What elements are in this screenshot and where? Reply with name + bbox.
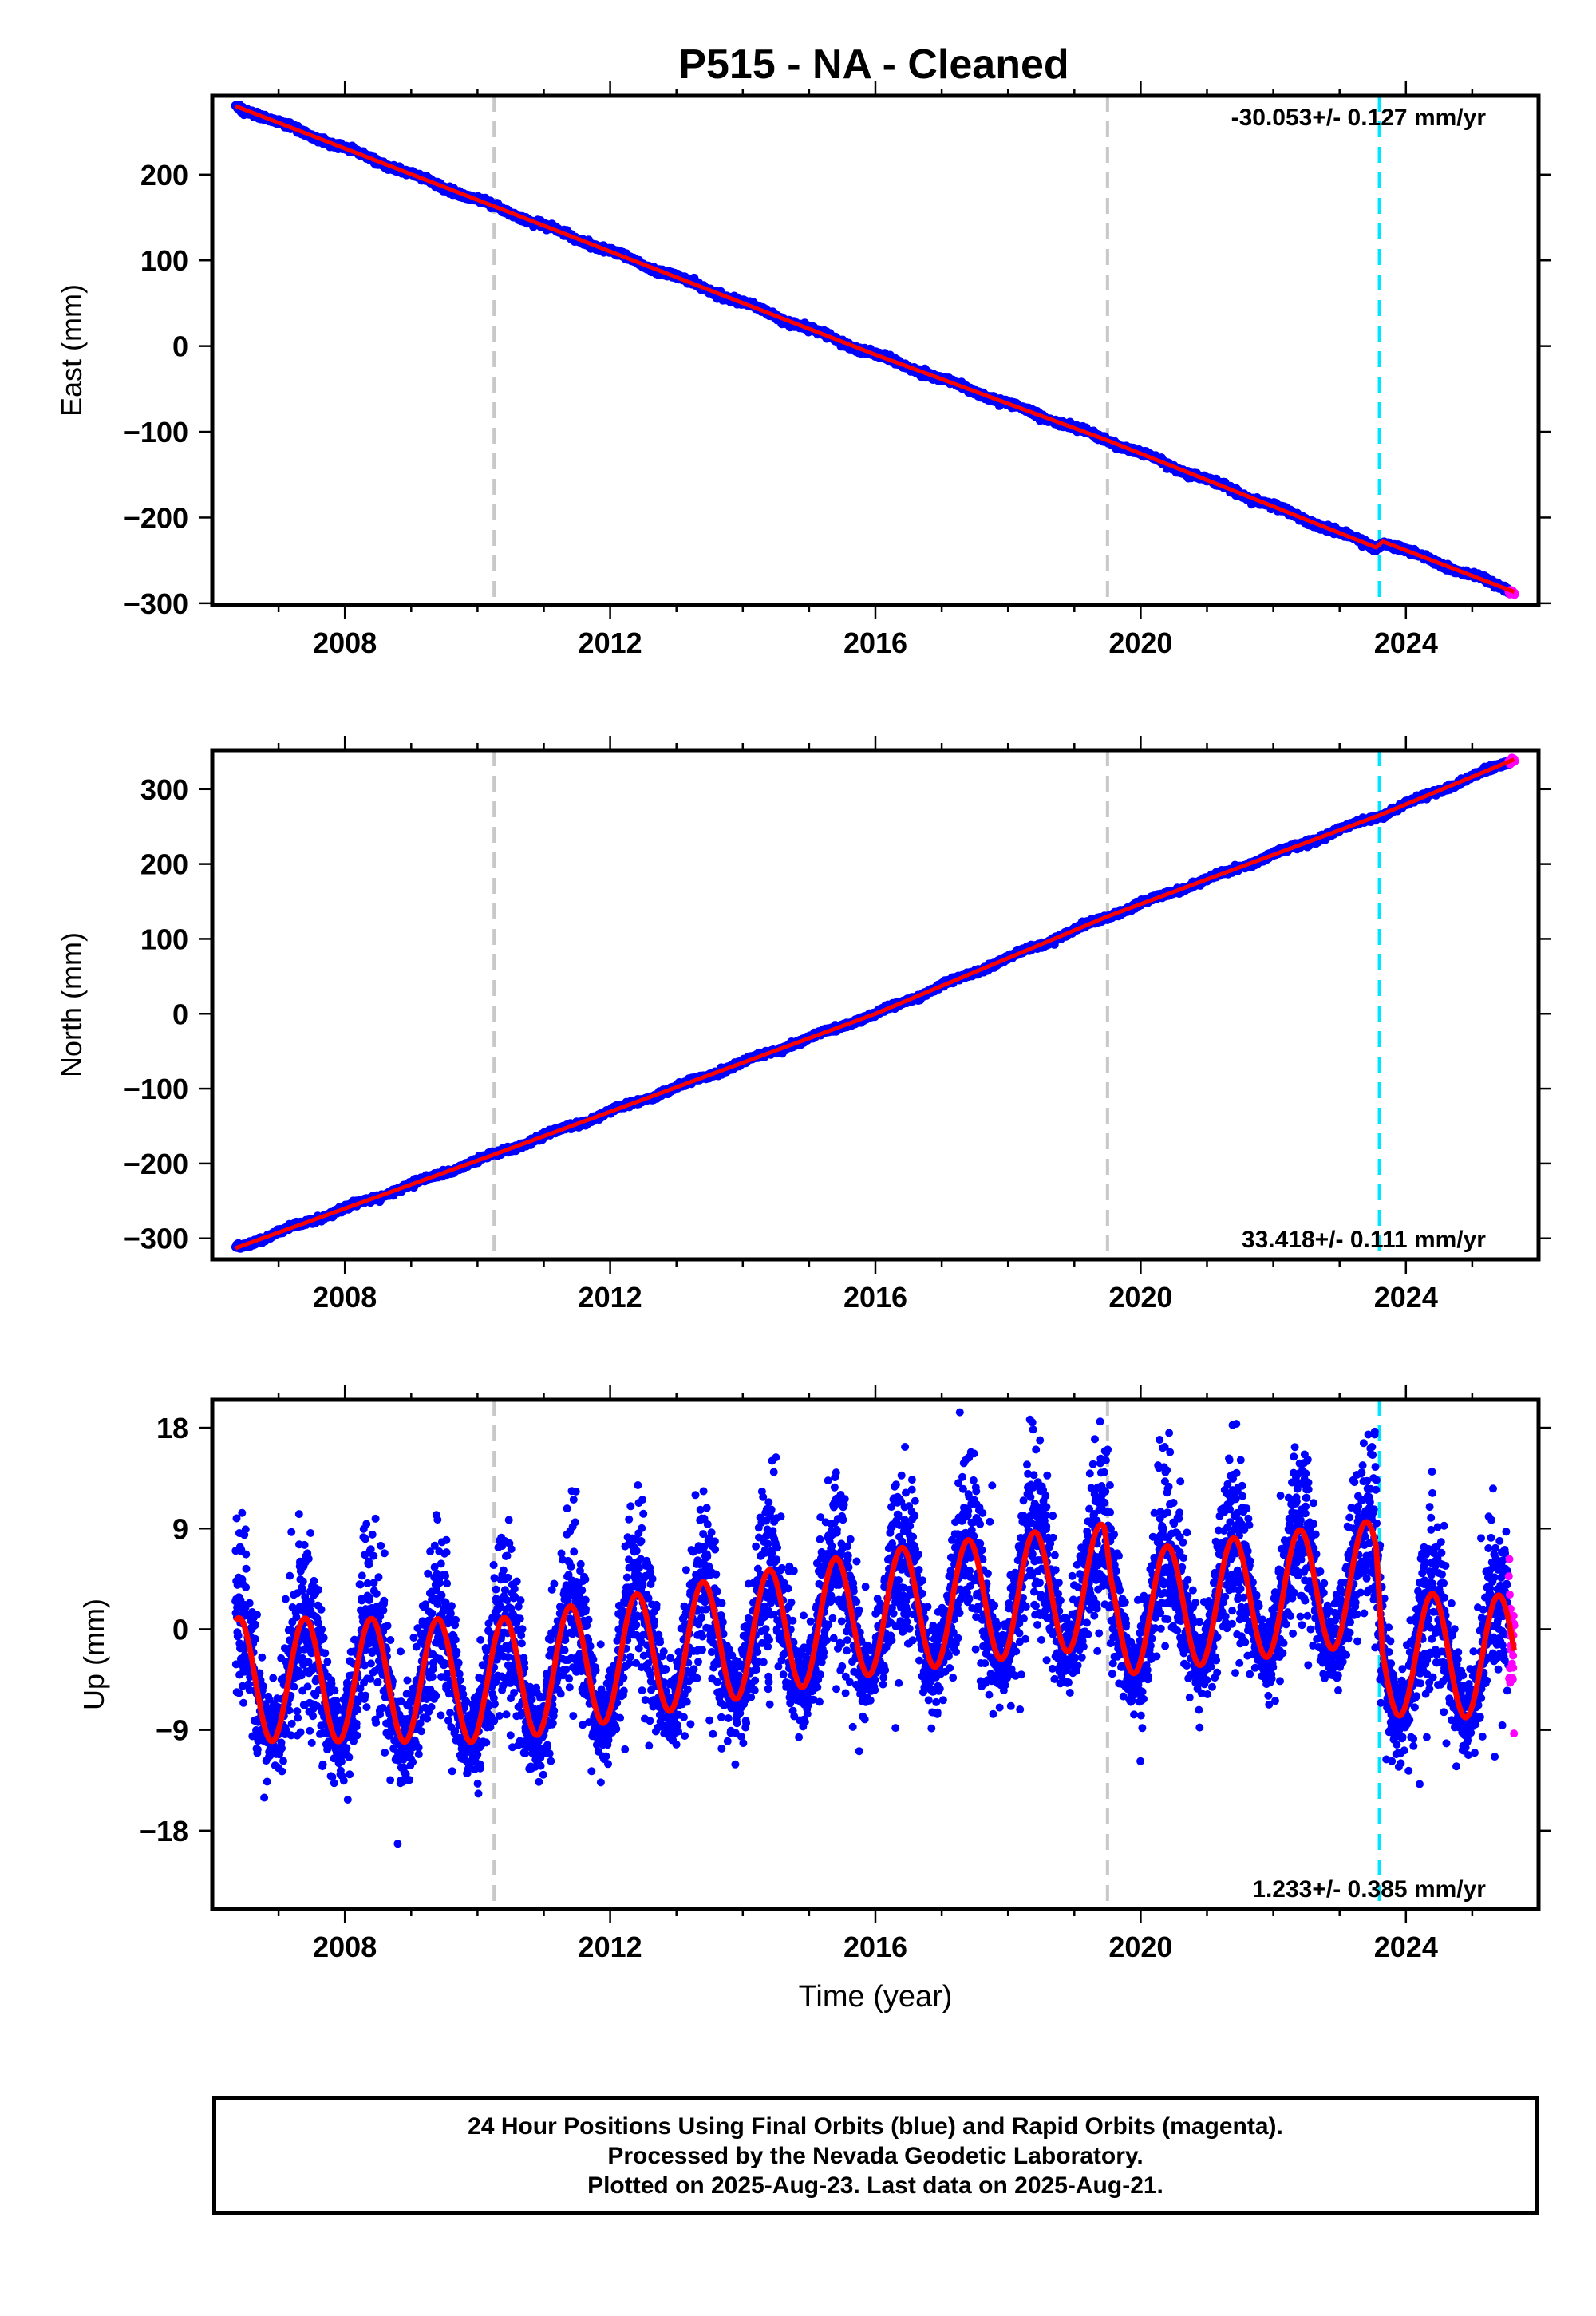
up-y-tick-label: 0 bbox=[172, 1613, 188, 1646]
east-panel: 2008 2012 2016 2020 2024 200 100 0 −100 −200 −300 E… bbox=[55, 81, 1551, 659]
east-x-tick-label: 2012 bbox=[579, 626, 642, 659]
up-y-axis-label: Up (mm) bbox=[77, 1599, 110, 1710]
north-y-tick-label: 100 bbox=[140, 923, 188, 955]
north-x-tick-label: 2024 bbox=[1374, 1281, 1438, 1314]
up-plot-area bbox=[231, 1400, 1519, 1909]
up-y-tick-label: −18 bbox=[140, 1815, 188, 1848]
up-x-tick-label: 2020 bbox=[1108, 1931, 1172, 1963]
x-axis-label: Time (year) bbox=[799, 1980, 953, 2014]
up-x-tick-label: 2008 bbox=[313, 1931, 377, 1963]
up-y-tick-label: −9 bbox=[156, 1714, 188, 1747]
north-rate-label: 33.418+/- 0.111 mm/yr bbox=[1242, 1227, 1486, 1253]
north-y-tick-label: −100 bbox=[124, 1073, 188, 1105]
north-y-tick-label: 200 bbox=[140, 848, 188, 881]
north-y-tick-label: 0 bbox=[172, 998, 188, 1030]
up-y-tick-label: 18 bbox=[156, 1412, 188, 1445]
east-y-tick-label: 100 bbox=[140, 244, 188, 277]
up-x-tick-label: 2024 bbox=[1374, 1931, 1438, 1963]
north-panel: 2008 2012 2016 2020 2024 300 200 100 0 −100 −200 −3… bbox=[55, 736, 1551, 1314]
north-x-tick-label: 2008 bbox=[313, 1281, 377, 1314]
east-y-tick-label: −200 bbox=[124, 501, 188, 534]
up-x-tick-label: 2016 bbox=[843, 1931, 907, 1963]
east-x-tick-label: 2016 bbox=[843, 626, 907, 659]
east-plot-area bbox=[231, 96, 1519, 605]
north-plot-frame bbox=[210, 748, 1541, 1262]
up-y-tick-label: 9 bbox=[172, 1512, 188, 1545]
up-plot-frame bbox=[210, 1397, 1541, 1911]
footer-line-1: 24 Hour Positions Using Final Orbits (bl… bbox=[468, 2112, 1283, 2140]
north-y-tick-label: −300 bbox=[124, 1223, 188, 1255]
footer-box: 24 Hour Positions Using Final Orbits (bl… bbox=[212, 2096, 1539, 2215]
east-y-axis-label: East (mm) bbox=[55, 284, 88, 417]
east-y-tick-label: 0 bbox=[172, 330, 188, 363]
east-final-orbit-points bbox=[231, 101, 1514, 598]
east-plot-frame bbox=[210, 93, 1541, 607]
footer-line-2: Processed by the Nevada Geodetic Laborat… bbox=[607, 2142, 1144, 2169]
north-y-tick-label: −200 bbox=[124, 1148, 188, 1180]
east-y-tick-label: −100 bbox=[124, 416, 188, 449]
up-panel: 2008 2012 2016 2020 2024 18 9 0 −9 −18 Up (mm) 1.23… bbox=[77, 1385, 1551, 1963]
up-x-tick-label: 2012 bbox=[579, 1931, 642, 1963]
north-x-tick-label: 2016 bbox=[843, 1281, 907, 1314]
footer-line-3: Plotted on 2025-Aug-23. Last data on 202… bbox=[587, 2172, 1163, 2199]
up-model-fit-line bbox=[233, 1519, 1517, 1745]
east-x-tick-label: 2024 bbox=[1374, 626, 1438, 659]
east-y-tick-label: −300 bbox=[124, 587, 188, 620]
north-y-axis-label: North (mm) bbox=[55, 932, 88, 1077]
north-y-tick-label: 300 bbox=[140, 773, 188, 806]
north-x-tick-label: 2012 bbox=[579, 1281, 642, 1314]
north-final-orbit-points bbox=[231, 756, 1514, 1253]
east-y-tick-label: 200 bbox=[140, 159, 188, 192]
north-x-tick-label: 2020 bbox=[1108, 1281, 1172, 1314]
east-x-tick-label: 2020 bbox=[1108, 626, 1172, 659]
chart-title: P515 - NA - Cleaned bbox=[678, 41, 1069, 88]
east-rate-label: -30.053+/- 0.127 mm/yr bbox=[1231, 105, 1487, 131]
east-x-tick-label: 2008 bbox=[313, 626, 377, 659]
up-rate-label: 1.233+/- 0.385 mm/yr bbox=[1252, 1876, 1486, 1903]
north-model-fit-line bbox=[234, 757, 1516, 1251]
north-plot-area bbox=[231, 750, 1519, 1259]
east-model-fit-line bbox=[234, 104, 1516, 594]
